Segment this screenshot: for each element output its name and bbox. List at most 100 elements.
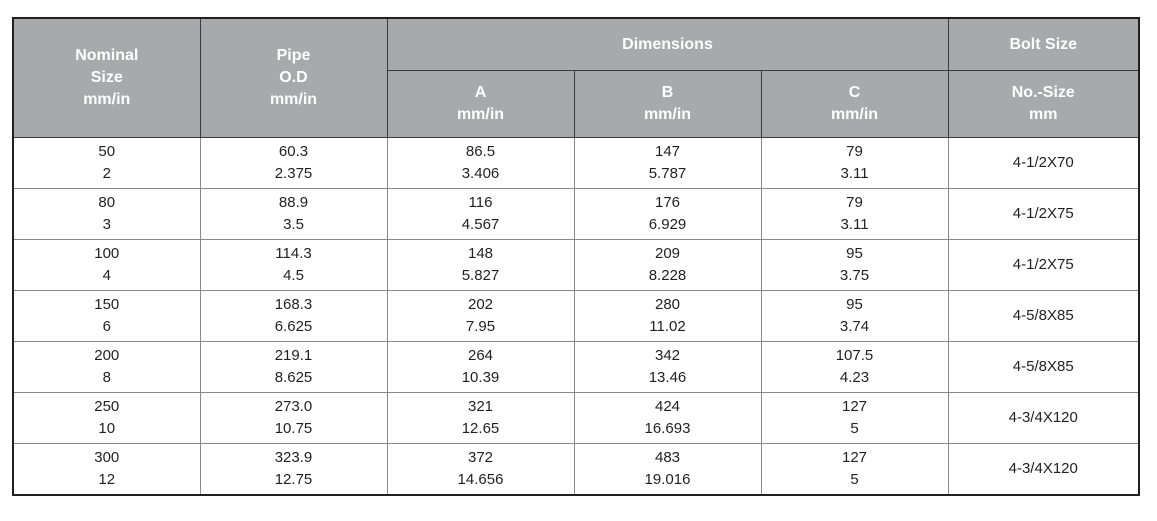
table-row: 200 8 219.1 8.625 264 10.39 342 13.46 107.5 4.23 4… <box>12 341 1140 393</box>
cell-b: 342 13.46 <box>573 341 762 393</box>
cell-b: 209 8.228 <box>573 239 762 291</box>
header-pipe-line-1: Pipe <box>276 47 311 64</box>
cell-a-in: 10.39 <box>461 369 500 386</box>
flange-spec-table-container: Nominal Size mm/in Pipe O.D mm/in Dimens… <box>12 17 1140 496</box>
cell-c: 127 5 <box>760 392 949 444</box>
cell-pipe-in: 6.625 <box>274 318 313 335</box>
cell-a: 264 10.39 <box>386 341 575 393</box>
cell-c-in: 3.11 <box>840 165 869 182</box>
cell-nominal: 80 3 <box>12 188 201 240</box>
cell-a: 148 5.827 <box>386 239 575 291</box>
cell-b-mm: 483 <box>654 449 681 466</box>
cell-b-mm: 147 <box>654 143 681 160</box>
cell-b: 424 16.693 <box>573 392 762 444</box>
header-bolt-sub-unit: mm <box>1029 106 1058 123</box>
header-nominal-size: Nominal Size mm/in <box>12 17 201 138</box>
cell-nominal: 300 12 <box>12 443 201 496</box>
cell-pipe-in: 4.5 <box>283 267 304 284</box>
cell-bolt: 4-5/8X85 <box>947 290 1140 342</box>
cell-a-mm: 116 <box>468 194 493 211</box>
cell-pipe-in: 12.75 <box>274 471 313 488</box>
cell-pipe-in: 8.625 <box>274 369 313 386</box>
header-dim-c: C mm/in <box>760 70 949 138</box>
cell-nominal-mm: 150 <box>94 296 120 313</box>
table-row: 100 4 114.3 4.5 148 5.827 209 8.228 95 3.75 4-1/2X… <box>12 239 1140 291</box>
cell-b-mm: 424 <box>654 398 681 415</box>
cell-c-mm: 95 <box>846 245 863 262</box>
table-row: 50 2 60.3 2.375 86.5 3.406 147 5.787 79 3.11 4-1/2… <box>12 137 1140 189</box>
cell-b-in: 16.693 <box>644 420 691 437</box>
cell-b-in: 6.929 <box>648 216 687 233</box>
flange-spec-table: Nominal Size mm/in Pipe O.D mm/in Dimens… <box>12 17 1140 496</box>
header-row-sub: A mm/in B mm/in C mm/in No.-Size mm <box>13 70 1140 138</box>
header-dimensions: Dimensions <box>386 17 949 71</box>
cell-c-in: 5 <box>850 420 859 437</box>
cell-c-mm: 79 <box>846 143 863 160</box>
cell-b-in: 11.02 <box>649 318 686 335</box>
cell-a-in: 3.406 <box>461 165 500 182</box>
cell-c: 79 3.11 <box>760 137 949 189</box>
header-c-label: C <box>848 84 861 101</box>
table-row: 150 6 168.3 6.625 202 7.95 280 11.02 95 3.74 4-5/8… <box>12 290 1140 342</box>
cell-bolt: 4-1/2X70 <box>947 137 1140 189</box>
table-row: 80 3 88.9 3.5 116 4.567 176 6.929 79 3.11 4-1/2X75 <box>12 188 1140 240</box>
cell-c-in: 3.75 <box>839 267 870 284</box>
cell-c: 107.5 4.23 <box>760 341 949 393</box>
table-row: 300 12 323.9 12.75 372 14.656 483 19.016 127 5 4-3… <box>12 443 1140 496</box>
cell-a-mm: 372 <box>467 449 494 466</box>
cell-a-in: 5.827 <box>461 267 500 284</box>
cell-b: 176 6.929 <box>573 188 762 240</box>
cell-pipe: 168.3 6.625 <box>199 290 388 342</box>
cell-bolt: 4-3/4X120 <box>947 392 1140 444</box>
cell-pipe-in: 3.5 <box>283 216 304 233</box>
cell-a-in: 12.65 <box>461 420 500 437</box>
cell-pipe: 88.9 3.5 <box>199 188 388 240</box>
cell-b-mm: 280 <box>654 296 681 313</box>
cell-c-in: 3.74 <box>839 318 870 335</box>
cell-c: 95 3.75 <box>760 239 949 291</box>
cell-pipe-mm: 60.3 <box>278 143 309 160</box>
header-b-unit: mm/in <box>643 106 692 123</box>
cell-pipe-in: 2.375 <box>274 165 313 182</box>
header-a-label: A <box>474 84 487 101</box>
cell-nominal: 200 8 <box>12 341 201 393</box>
cell-pipe: 273.0 10.75 <box>199 392 388 444</box>
cell-pipe-in: 10.75 <box>274 420 313 437</box>
cell-pipe: 323.9 12.75 <box>199 443 388 496</box>
header-nominal-line-1: Nominal <box>75 47 139 64</box>
header-bolt-sub-label: No.-Size <box>1011 84 1075 101</box>
cell-b-mm: 209 <box>654 245 681 262</box>
cell-a: 372 14.656 <box>386 443 575 496</box>
cell-a-in: 14.656 <box>457 471 504 488</box>
header-dim-a: A mm/in <box>386 70 575 138</box>
table-header: Nominal Size mm/in Pipe O.D mm/in Dimens… <box>12 17 1140 138</box>
cell-nominal-in: 10 <box>98 420 116 437</box>
cell-b-in: 8.228 <box>648 267 687 284</box>
cell-b-in: 19.016 <box>644 471 691 488</box>
cell-nominal-mm: 300 <box>94 449 120 466</box>
header-bolt-no-size: No.-Size mm <box>947 70 1140 138</box>
header-nominal-line-2: Size <box>90 69 123 86</box>
cell-b: 483 19.016 <box>573 443 762 496</box>
header-pipe-line-3: mm/in <box>269 91 318 108</box>
cell-a-in: 4.567 <box>461 216 500 233</box>
cell-pipe-mm: 168.3 <box>274 296 313 313</box>
cell-nominal-mm: 200 <box>94 347 120 364</box>
cell-a-mm: 202 <box>467 296 494 313</box>
cell-nominal: 250 10 <box>12 392 201 444</box>
cell-pipe: 219.1 8.625 <box>199 341 388 393</box>
cell-b: 147 5.787 <box>573 137 762 189</box>
header-bolt-size: Bolt Size <box>947 17 1140 71</box>
cell-pipe-mm: 273.0 <box>274 398 313 415</box>
cell-c: 95 3.74 <box>760 290 949 342</box>
cell-pipe: 60.3 2.375 <box>199 137 388 189</box>
header-b-label: B <box>661 84 674 101</box>
cell-nominal-mm: 100 <box>94 245 120 262</box>
cell-b-in: 5.787 <box>648 165 687 182</box>
cell-b: 280 11.02 <box>573 290 762 342</box>
cell-a-mm: 264 <box>467 347 494 364</box>
cell-c-mm: 107.5 <box>835 347 874 364</box>
cell-c-in: 5 <box>850 471 859 488</box>
cell-nominal: 150 6 <box>12 290 201 342</box>
cell-c-mm: 95 <box>846 296 863 313</box>
